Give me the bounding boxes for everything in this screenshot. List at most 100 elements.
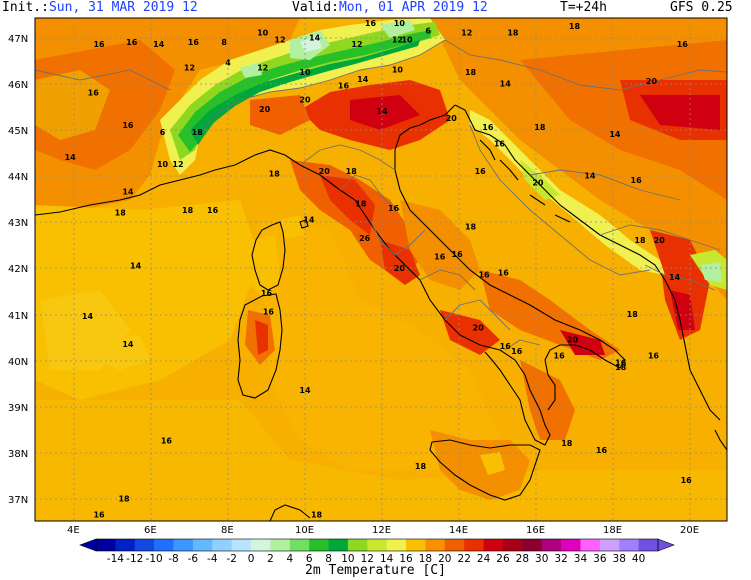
lon-label: 6E [144,525,157,536]
lat-lon-grid [35,18,727,521]
colorbar-swatch [541,539,562,551]
temperature-value-label: 10 [392,66,404,75]
colorbar-swatch [289,539,310,551]
temperature-value-label: 26 [359,234,371,243]
colorbar-tick-label: 0 [248,553,255,565]
colorbar-tick-label: -4 [207,553,218,565]
temperature-value-label: 14 [357,75,369,84]
temperature-value-label: 16 [681,476,693,485]
temperature-value-label: 16 [475,167,487,176]
temperature-value-label: 12 [461,29,472,38]
colorbar-swatch [96,539,116,551]
temperature-value-label: 16 [388,204,400,213]
colorbar-tick-label: 2 [267,553,274,565]
colorbar-tick-label: 12 [361,553,374,565]
temperature-value-label: 16 [188,38,200,47]
temperature-value-label: 20 [654,236,666,245]
temperature-value-label: 18 [415,462,427,471]
temperature-value-label: 16 [554,351,566,360]
lon-label: 8E [221,525,234,536]
temperature-value-label: 12 [274,36,285,45]
temperature-value-label: 14 [299,386,311,395]
colorbar-tick-label: 16 [399,553,413,565]
temperature-value-label: 12 [257,63,268,72]
temperature-value-label: 16 [648,351,660,360]
temperature-value-label: 16 [494,139,506,148]
temperature-value-label: 18 [115,208,127,217]
colorbar-tick-label: 30 [535,553,548,565]
colorbar-swatch [406,539,426,551]
temperature-value-label: 16 [677,40,689,49]
colorbar-swatch [386,539,407,551]
colorbar-frame [95,538,659,552]
temperature-value-label: 16 [615,358,627,367]
temperature-value-label: 18 [192,128,204,137]
colorbar-tick-label: 14 [380,553,394,565]
colorbar-tick-label: -14 [107,553,124,565]
colorbar-tick-label: 4 [286,553,293,565]
lon-label: 10E [295,525,314,536]
colorbar-swatch [212,539,232,551]
model-name: GFS 0.25 [670,0,733,15]
lat-label: 43N [8,218,28,229]
temperature-value-label: 14 [376,107,388,116]
colorbar-tick-label: -6 [188,553,199,565]
colorbar-swatch [115,539,136,551]
lat-label: 40N [8,357,28,368]
temperature-value-label: 10 [299,68,311,77]
temperature-value-label: 12 [184,63,195,72]
temperature-value-label: 10 [401,36,413,45]
temperature-value-label: 16 [126,38,138,47]
colorbar-tick-label: 22 [458,553,471,565]
colorbar-tick-label: -8 [168,553,178,565]
colorbar-tick-label: 38 [613,553,626,565]
temperature-value-label: 4 [225,59,231,68]
temperature-value-label: 18 [346,167,358,176]
colorbar-tick-label: 10 [341,553,354,565]
temperature-value-label: 16 [122,121,134,130]
lon-label: 12E [372,525,391,536]
temperature-value-label: 12 [172,160,183,169]
colorbar-swatch [483,539,504,551]
lon-label: 4E [67,525,80,536]
temperature-colorbar: -14 -12 -10 -8 -6 -4 -2 0 2 4 6 8 10 12 14 16 18 20 22 24 26… [79,538,675,565]
colorbar-swatch [192,539,213,551]
longitude-labels: 4E 6E 8E 10E 12E 14E 16E 18E 20E [67,525,699,536]
temperature-value-label: 14 [303,215,315,224]
temperature-value-label: 20 [319,167,331,176]
colorbar-tick-label: 24 [477,553,491,565]
colorbar-swatch [134,539,155,551]
temperature-value-label: 20 [473,324,485,333]
temperature-value-label: 14 [122,188,134,197]
temperature-value-label: 16 [482,123,494,132]
temperature-value-label: 18 [311,510,323,519]
temperature-value-label: 16 [263,308,275,317]
lat-label: 44N [8,172,28,183]
colorbar-swatch [599,539,620,551]
colorbar-swatch [561,539,581,551]
temperature-value-label: 16 [434,252,446,261]
temperature-value-label: 14 [122,340,134,349]
temperature-value-label: 16 [365,19,377,28]
latitude-labels: 47N 46N 45N 44N 43N 42N 41N 40N 39N 38N … [8,34,28,506]
temperature-value-label: 18 [534,123,546,132]
temperature-value-label: 16 [93,40,105,49]
forecast-step: T=+24h [560,0,607,15]
temperature-value-label: 16 [500,342,512,351]
lon-label: 14E [449,525,468,536]
temperature-value-label: 16 [498,268,510,277]
colorbar-tick-label: 20 [438,553,451,565]
lon-label: 20E [680,525,699,536]
colorbar-swatch [154,539,174,551]
lat-label: 41N [8,311,28,322]
temperature-value-label: 14 [130,262,142,271]
lon-label: 16E [526,525,545,536]
colorbar-swatch [270,539,291,551]
init-key: Init.: [2,0,49,15]
temperature-value-label: 18 [465,68,477,77]
lat-label: 46N [8,80,28,91]
temperature-value-label: 18 [182,206,194,215]
temperature-value-label: 8 [221,38,227,47]
temperature-value-label: 18 [634,236,646,245]
